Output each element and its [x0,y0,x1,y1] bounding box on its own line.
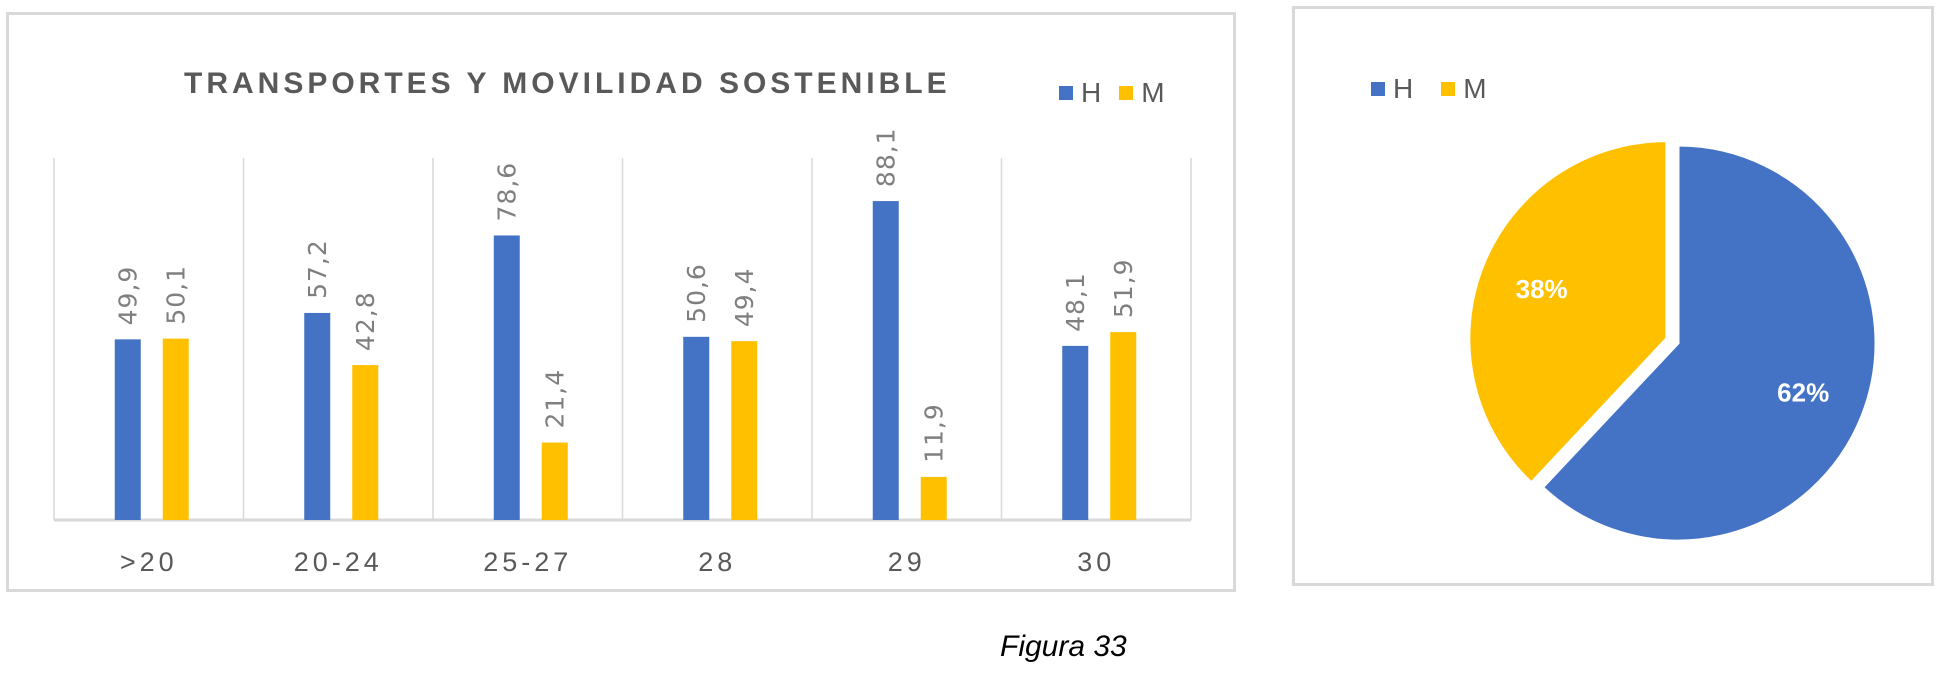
data-label: 78,6 [493,162,522,222]
pie-slice-m [1467,139,1669,486]
legend-label-h: H [1081,77,1102,108]
data-label: 50,6 [682,263,711,323]
x-tick-label: 30 [1077,547,1115,577]
legend-swatch-m [1119,86,1134,100]
pie-chart-svg: 62% 38% [1467,139,1878,543]
data-label: 42,8 [351,291,380,351]
bar-h [493,235,520,520]
legend-swatch-h [1059,86,1073,100]
data-label: 49,4 [730,268,759,328]
legend-swatch-m [1441,82,1456,96]
bar-m [731,341,758,520]
bar-m [920,476,947,520]
bar-m [1110,332,1137,520]
bar-h [114,339,141,520]
legend-label-m: M [1141,77,1165,108]
data-label: 49,9 [114,266,143,326]
data-label: 48,1 [1061,272,1090,332]
chart-title: TRANSPORTES Y MOVILIDAD SOSTENIBLE [184,67,951,100]
pie-chart-panel: H M 62% 38% [1292,6,1934,586]
x-tick-label: 25-27 [483,547,572,577]
bar-h [872,201,899,520]
bar-chart-svg: 49,9 50,1 >20 57,2 42,8 20-24 78,6 21,4 25-27 50,… [53,127,1192,577]
pie-data-label: 62% [1777,378,1829,408]
figure-caption: Figura 33 [1000,630,1127,663]
pie-data-label: 38% [1516,274,1568,304]
data-label: 50,1 [162,265,191,325]
pie-legend: H M [1371,73,1487,105]
data-label: 11,9 [920,403,949,463]
bar-h [1062,345,1089,520]
bar-chart-panel: TRANSPORTES Y MOVILIDAD SOSTENIBLE H M 4… [6,12,1236,592]
data-label: 88,1 [872,127,901,187]
legend-label-h: H [1393,73,1414,104]
data-label: 51,9 [1109,258,1138,318]
x-tick-label: 20-24 [294,547,383,577]
bar-m [352,365,379,520]
x-tick-label: 29 [888,547,926,577]
x-tick-label: >20 [120,547,178,577]
pie-slice-h [1540,143,1878,543]
bar-legend: H M [1059,77,1165,109]
legend-label-m: M [1463,73,1487,104]
legend-swatch-h [1371,82,1385,96]
data-label: 21,4 [541,369,570,429]
bar-m [162,338,189,520]
bar-m [541,442,568,520]
x-tick-label: 28 [698,547,736,577]
bar-h [683,336,710,520]
data-label: 57,2 [303,239,332,299]
bar-h [304,312,331,520]
